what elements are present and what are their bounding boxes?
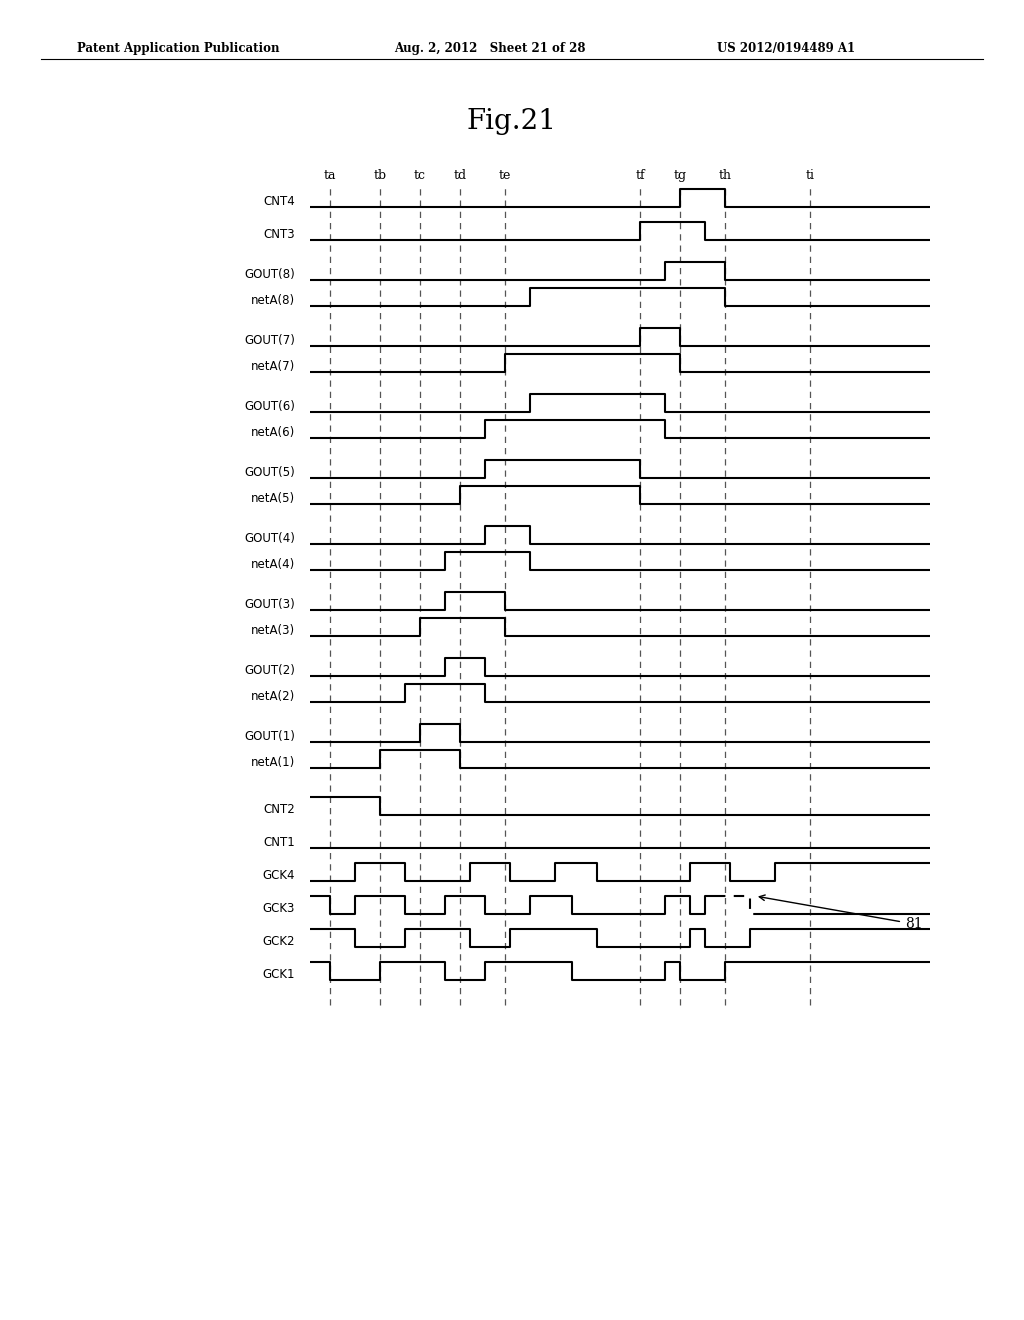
Text: Aug. 2, 2012   Sheet 21 of 28: Aug. 2, 2012 Sheet 21 of 28 — [394, 42, 586, 55]
Text: CNT1: CNT1 — [263, 836, 295, 849]
Text: tc: tc — [414, 169, 426, 182]
Text: GOUT(1): GOUT(1) — [244, 730, 295, 743]
Text: netA(8): netA(8) — [251, 294, 295, 308]
Text: GOUT(2): GOUT(2) — [244, 664, 295, 677]
Text: tf: tf — [635, 169, 645, 182]
Text: ta: ta — [324, 169, 336, 182]
Text: GOUT(7): GOUT(7) — [244, 334, 295, 347]
Text: GOUT(5): GOUT(5) — [245, 466, 295, 479]
Text: netA(1): netA(1) — [251, 756, 295, 770]
Text: GCK2: GCK2 — [262, 935, 295, 948]
Text: CNT3: CNT3 — [263, 228, 295, 242]
Text: tg: tg — [674, 169, 686, 182]
Text: GCK3: GCK3 — [262, 902, 295, 915]
Text: netA(4): netA(4) — [251, 558, 295, 572]
Text: GOUT(4): GOUT(4) — [244, 532, 295, 545]
Text: netA(5): netA(5) — [251, 492, 295, 506]
Text: GCK1: GCK1 — [262, 968, 295, 981]
Text: netA(6): netA(6) — [251, 426, 295, 440]
Text: th: th — [719, 169, 731, 182]
Text: GOUT(6): GOUT(6) — [244, 400, 295, 413]
Text: netA(2): netA(2) — [251, 690, 295, 704]
Text: netA(3): netA(3) — [251, 624, 295, 638]
Text: te: te — [499, 169, 511, 182]
Text: netA(7): netA(7) — [251, 360, 295, 374]
Text: GOUT(3): GOUT(3) — [245, 598, 295, 611]
Text: tb: tb — [374, 169, 387, 182]
Text: GOUT(8): GOUT(8) — [245, 268, 295, 281]
Text: GCK4: GCK4 — [262, 869, 295, 882]
Text: 81: 81 — [759, 895, 923, 931]
Text: Patent Application Publication: Patent Application Publication — [77, 42, 280, 55]
Text: Fig.21: Fig.21 — [467, 108, 557, 135]
Text: td: td — [454, 169, 467, 182]
Text: CNT2: CNT2 — [263, 803, 295, 816]
Text: ti: ti — [806, 169, 814, 182]
Text: US 2012/0194489 A1: US 2012/0194489 A1 — [717, 42, 855, 55]
Text: CNT4: CNT4 — [263, 195, 295, 209]
